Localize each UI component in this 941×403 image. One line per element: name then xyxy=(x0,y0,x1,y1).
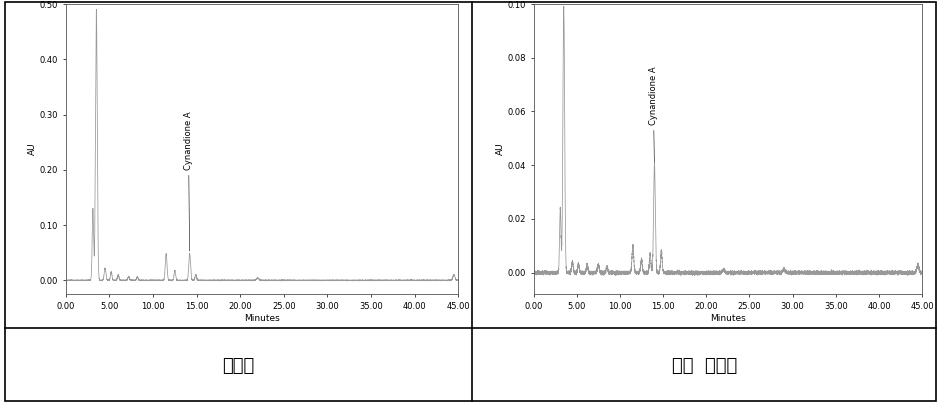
Text: Cynandione A: Cynandione A xyxy=(648,66,658,162)
X-axis label: Minutes: Minutes xyxy=(245,314,279,323)
Text: Cynandione A: Cynandione A xyxy=(183,111,193,251)
Y-axis label: AU: AU xyxy=(28,143,37,156)
Y-axis label: AU: AU xyxy=(496,143,504,156)
X-axis label: Minutes: Minutes xyxy=(710,314,745,323)
Text: 백수오: 백수오 xyxy=(222,357,255,375)
Text: 발효  백수오: 발효 백수오 xyxy=(672,357,737,375)
